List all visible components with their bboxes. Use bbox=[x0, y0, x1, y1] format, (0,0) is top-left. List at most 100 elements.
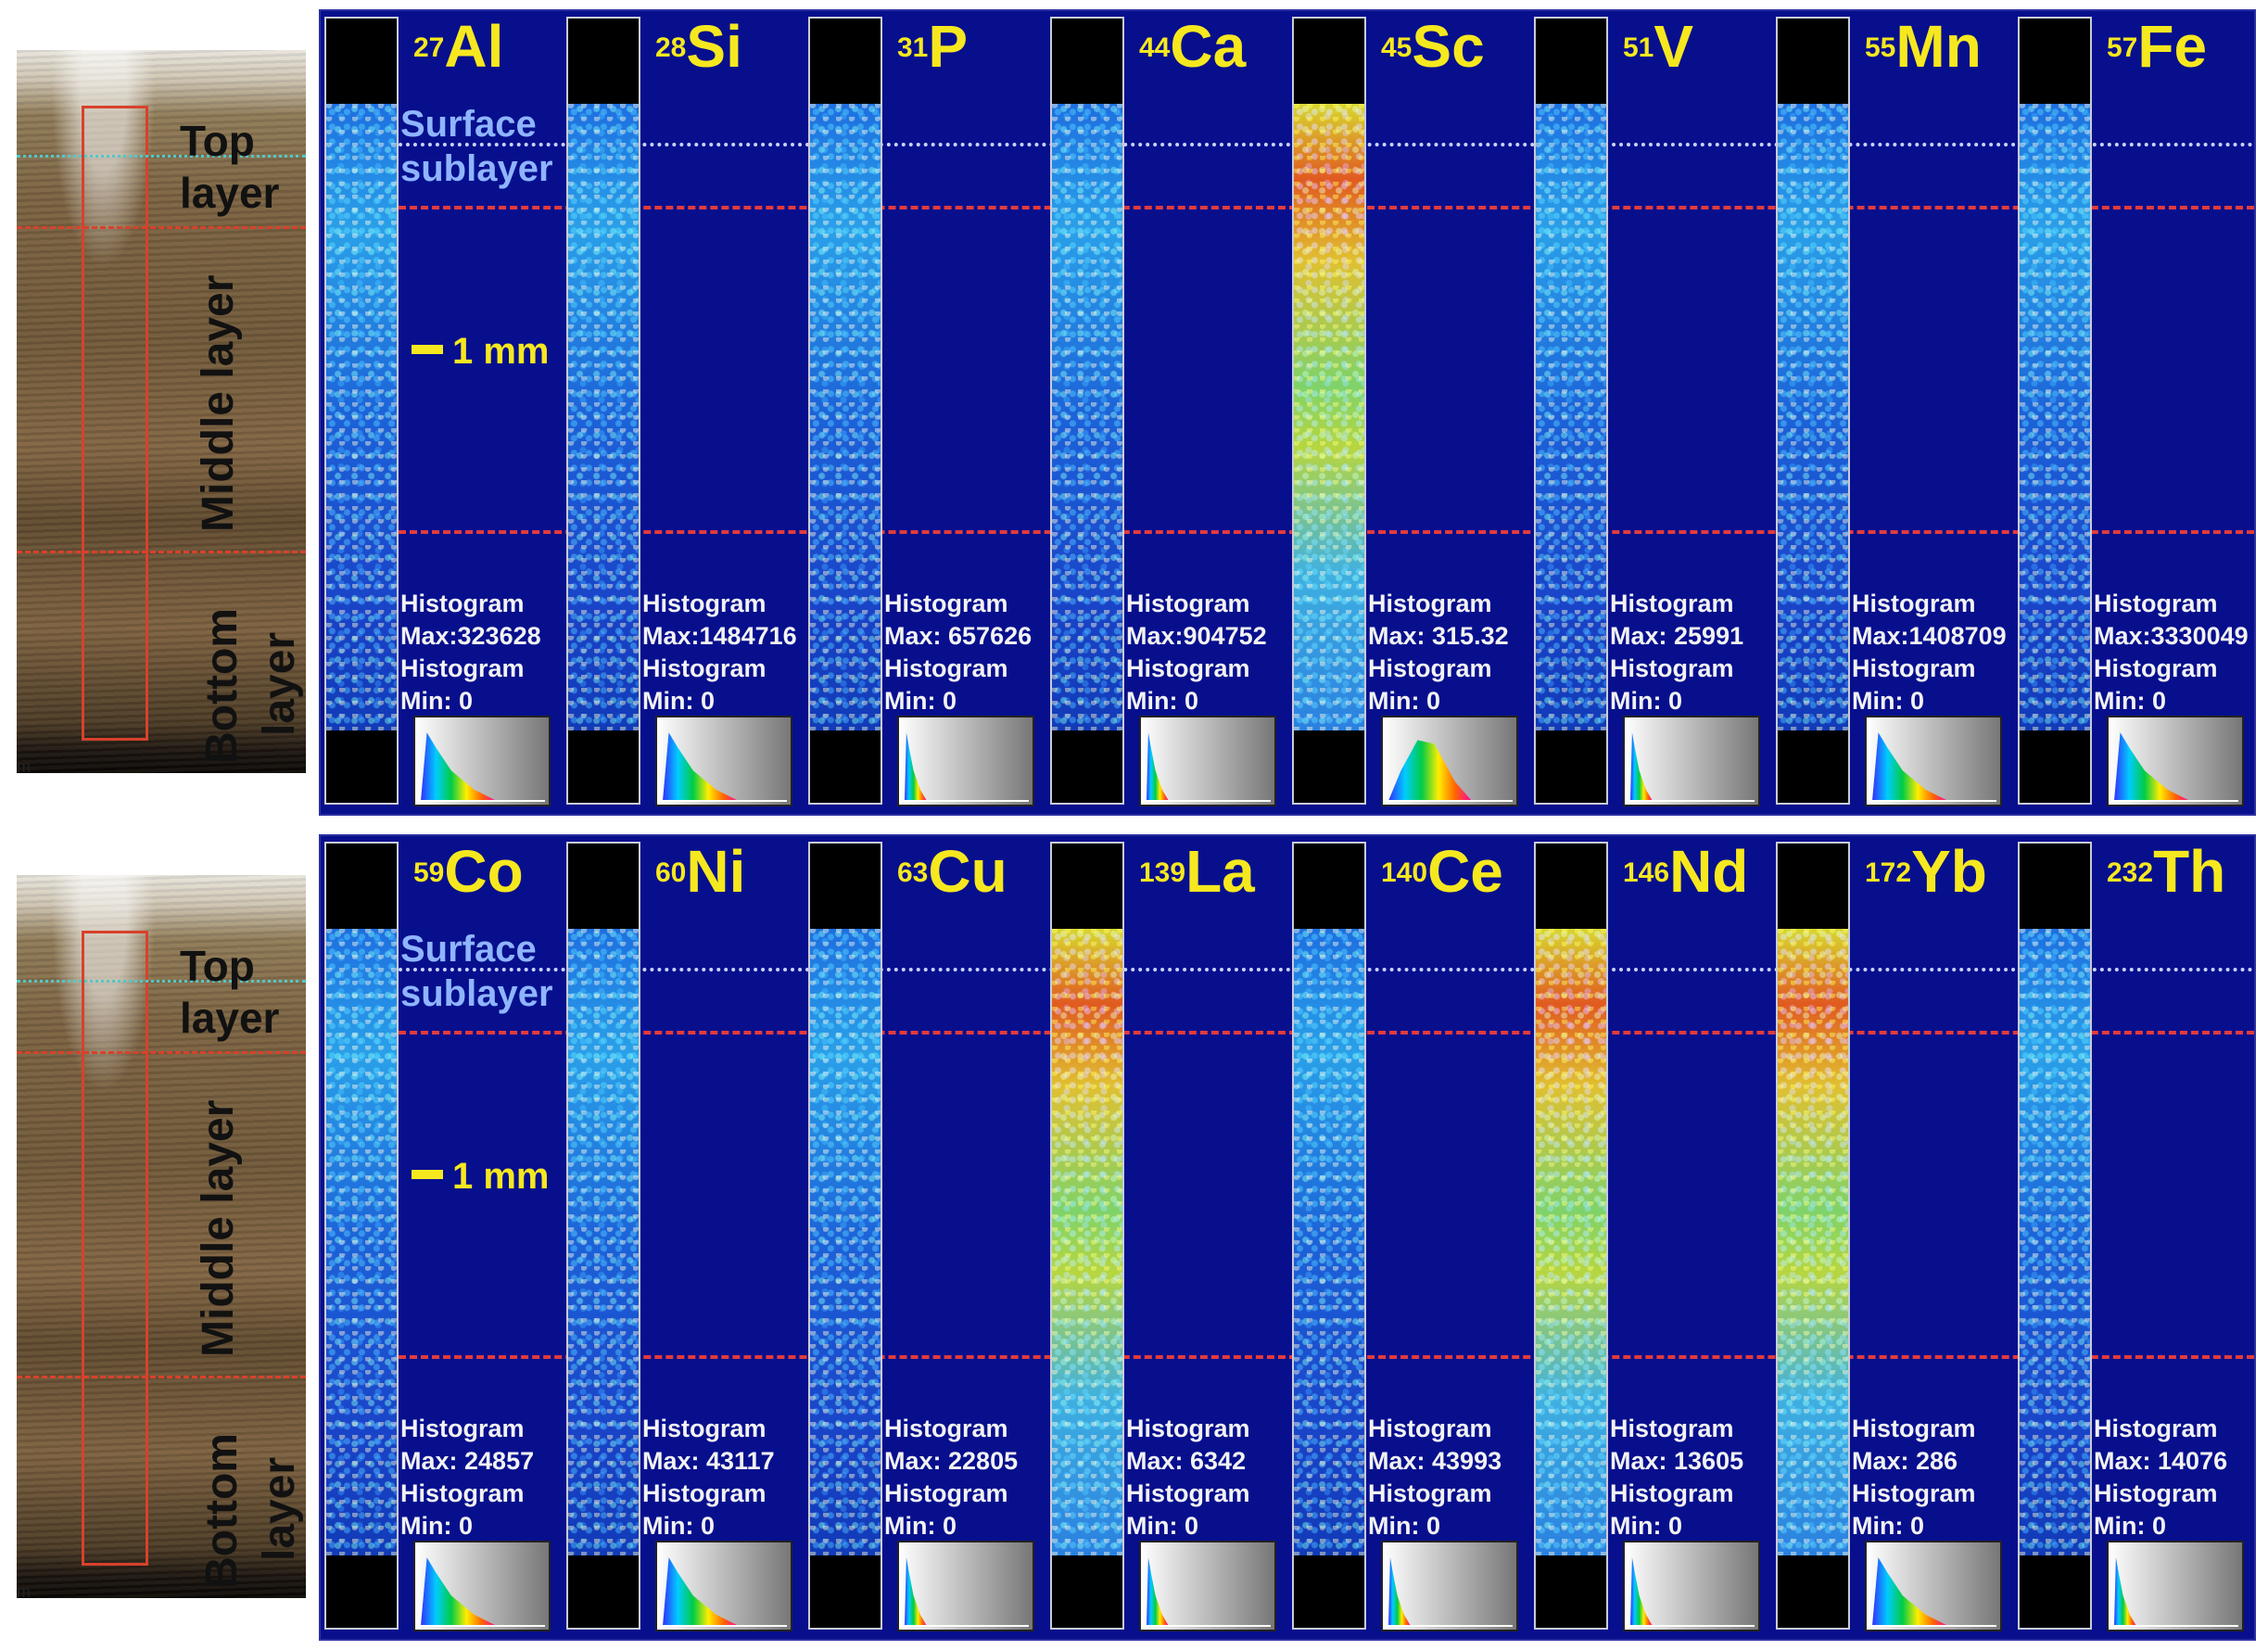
histogram-max-value: Max:1408709 bbox=[1852, 622, 2007, 650]
histogram-curve bbox=[1872, 1557, 1948, 1626]
intensity-texture bbox=[810, 929, 881, 1555]
histogram-axis bbox=[2112, 800, 2238, 802]
element-label: 45Sc bbox=[1381, 11, 1485, 82]
histogram-min-value: Min: 0 bbox=[400, 1512, 473, 1540]
histogram-max-value: Max:323628 bbox=[400, 622, 541, 650]
element-label: 57Fe bbox=[2107, 11, 2207, 82]
element-label: 60Ni bbox=[655, 836, 745, 907]
histogram-axis bbox=[419, 800, 545, 802]
surface-sublayer-label: Surface sublayer bbox=[400, 104, 553, 189]
element-map-strip bbox=[566, 842, 640, 1630]
histogram-stats: Histogram Max:1484716 Histogram Min: 0 bbox=[642, 588, 797, 717]
element-map-panel: 59Co Histogram Max: 24857 Histogram Min: 0 60… bbox=[319, 834, 2256, 1641]
histogram-min-label: Histogram bbox=[400, 1479, 525, 1507]
element-symbol: Al bbox=[444, 13, 504, 80]
histogram-max-label: Histogram bbox=[1126, 1415, 1250, 1442]
element-symbol: Yb bbox=[1911, 838, 1987, 905]
intensity-texture bbox=[568, 929, 639, 1555]
element-symbol: Th bbox=[2153, 838, 2226, 905]
histogram-stats: Histogram Max: 43993 Histogram Min: 0 bbox=[1368, 1413, 1501, 1542]
intensity-texture bbox=[2020, 929, 2090, 1555]
mass-number: 55 bbox=[1865, 32, 1896, 63]
element-label: 140Ce bbox=[1381, 836, 1503, 907]
histogram-stats: Histogram Max:3330049 Histogram Min: 0 bbox=[2094, 588, 2249, 717]
histogram-min-label: Histogram bbox=[1126, 1479, 1250, 1507]
layer-boundary-line bbox=[17, 226, 306, 229]
selection-rectangle bbox=[82, 931, 148, 1566]
intensity-texture bbox=[326, 929, 397, 1555]
histogram-min-value: Min: 0 bbox=[1126, 1512, 1198, 1540]
histogram-max-label: Histogram bbox=[642, 590, 767, 617]
histogram-min-label: Histogram bbox=[1610, 1479, 1734, 1507]
element-map-strip bbox=[1776, 842, 1850, 1630]
histogram-min-value: Min: 0 bbox=[1126, 687, 1198, 715]
element-symbol: Cu bbox=[928, 838, 1007, 905]
histogram-stats: Histogram Max: 14076 Histogram Min: 0 bbox=[2094, 1413, 2227, 1542]
histogram-thumbnail bbox=[413, 1541, 551, 1631]
histogram-min-label: Histogram bbox=[884, 1479, 1008, 1507]
element-label: 31P bbox=[897, 11, 968, 82]
histogram-thumbnail bbox=[1623, 716, 1760, 806]
histogram-curve bbox=[1388, 740, 1472, 801]
mass-number: 140 bbox=[1381, 857, 1428, 888]
histogram-min-value: Min: 0 bbox=[1368, 687, 1440, 715]
histogram-max-label: Histogram bbox=[1610, 1415, 1734, 1442]
element-symbol: Nd bbox=[1669, 838, 1749, 905]
histogram-axis bbox=[1387, 800, 1513, 802]
histogram-thumbnail bbox=[1381, 1541, 1518, 1631]
histogram-max-value: Max: 43117 bbox=[642, 1447, 775, 1475]
histogram-curve bbox=[663, 732, 739, 801]
histogram-thumbnail bbox=[2107, 1541, 2244, 1631]
corner-mark: m bbox=[17, 1582, 31, 1598]
histogram-max-value: Max: 43993 bbox=[1368, 1447, 1502, 1475]
surface-sublayer-line bbox=[17, 980, 306, 983]
histogram-stats: Histogram Max:1408709 Histogram Min: 0 bbox=[1852, 588, 2007, 717]
layer-boundary-line bbox=[17, 551, 306, 553]
histogram-min-value: Min: 0 bbox=[1852, 1512, 1924, 1540]
histogram-max-label: Histogram bbox=[642, 1415, 767, 1442]
mass-number: 63 bbox=[897, 857, 929, 888]
intensity-texture bbox=[1536, 104, 1606, 730]
element-map-strip bbox=[1534, 842, 1608, 1630]
element-map-strip bbox=[324, 842, 399, 1630]
label-layer: layer bbox=[255, 631, 304, 736]
histogram-axis bbox=[1870, 800, 1996, 802]
element-map-strip bbox=[1050, 17, 1124, 805]
histogram-stats: Histogram Max: 6342 Histogram Min: 0 bbox=[1126, 1413, 1250, 1542]
element-label: 63Cu bbox=[897, 836, 1007, 907]
element-label: 44Ca bbox=[1139, 11, 1246, 82]
histogram-max-label: Histogram bbox=[1368, 590, 1492, 617]
label-bottom: Bottom bbox=[197, 1433, 247, 1589]
histogram-max-value: Max: 24857 bbox=[400, 1447, 535, 1475]
histogram-max-value: Max: 315.32 bbox=[1368, 622, 1509, 650]
label-middle-layer: Middle layer bbox=[194, 1099, 243, 1357]
histogram-stats: Histogram Max: 315.32 Histogram Min: 0 bbox=[1368, 588, 1509, 717]
element-map-strip bbox=[808, 17, 882, 805]
histogram-stats: Histogram Max: 657626 Histogram Min: 0 bbox=[884, 588, 1032, 717]
core-photo: Top layer Middle layer Bottom layer m bbox=[17, 875, 306, 1598]
histogram-max-value: Max: 6342 bbox=[1126, 1447, 1247, 1475]
element-label: 172Yb bbox=[1865, 836, 1987, 907]
histogram-max-value: Max:1484716 bbox=[642, 622, 797, 650]
histogram-max-label: Histogram bbox=[884, 590, 1008, 617]
element-map-row: Top layer Middle layer Bottom layer m 59Co His… bbox=[0, 834, 2268, 1650]
core-photo: Top layer Middle layer Bottom layer m bbox=[17, 50, 306, 773]
intensity-texture bbox=[326, 104, 397, 730]
scale-bar: 1 mm bbox=[412, 1156, 550, 1198]
element-symbol: Mn bbox=[1895, 13, 1982, 80]
element-label: 59Co bbox=[413, 836, 524, 907]
histogram-min-label: Histogram bbox=[1852, 1479, 1976, 1507]
histogram-stats: Histogram Max: 286 Histogram Min: 0 bbox=[1852, 1413, 1976, 1542]
histogram-min-value: Min: 0 bbox=[1852, 687, 1924, 715]
histogram-axis bbox=[661, 1625, 787, 1627]
histogram-min-value: Min: 0 bbox=[1610, 687, 1682, 715]
label-middle-layer: Middle layer bbox=[194, 274, 243, 532]
mass-number: 139 bbox=[1139, 857, 1186, 888]
histogram-thumbnail bbox=[1381, 716, 1518, 806]
intensity-texture bbox=[1052, 104, 1122, 730]
element-symbol: Fe bbox=[2137, 13, 2208, 80]
element-label: 55Mn bbox=[1865, 11, 1982, 82]
histogram-axis bbox=[903, 800, 1029, 802]
corner-mark: m bbox=[17, 757, 31, 773]
histogram-axis bbox=[1145, 800, 1271, 802]
